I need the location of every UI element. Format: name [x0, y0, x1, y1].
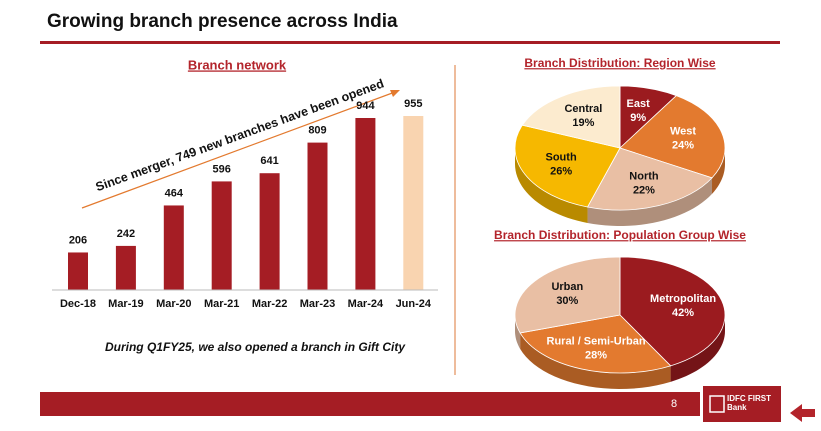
pie-side — [670, 315, 725, 382]
slice-value: 28% — [585, 349, 607, 361]
page-number: 8 — [671, 398, 677, 410]
slice-value: 22% — [633, 185, 655, 197]
trend-arrow — [81, 91, 396, 209]
bar — [68, 252, 88, 290]
slice-value: 42% — [672, 307, 694, 319]
slice-value: 26% — [550, 165, 572, 177]
pie-slice — [586, 147, 713, 211]
x-tick-label: Mar-20 — [156, 298, 191, 310]
chart-title: Branch network — [188, 57, 287, 72]
pie-slice — [514, 256, 621, 334]
logo-box — [703, 386, 781, 422]
annotation: Since merger, 749 new branches have been… — [94, 76, 386, 194]
slice-name: Rural / Semi-Urban — [547, 335, 646, 347]
logo-wrap: IDFC FIRST Bank — [727, 394, 771, 412]
value-label: 596 — [213, 163, 231, 175]
pie-side — [587, 177, 713, 226]
back-arrow[interactable] — [790, 404, 815, 422]
x-tick-label: Mar-21 — [204, 298, 239, 310]
bar — [115, 245, 136, 290]
slice-name: East — [627, 98, 651, 110]
chart-title: Branch Distribution: Population Group Wi… — [494, 228, 746, 242]
slice-name: Metropolitan — [650, 293, 716, 305]
slice-name: South — [546, 151, 577, 163]
pie-side — [520, 332, 671, 389]
footer-band — [40, 392, 700, 416]
logo-icon — [709, 395, 725, 413]
slice-value: 19% — [572, 117, 594, 129]
value-label: 242 — [117, 228, 135, 240]
bar — [307, 142, 328, 290]
pie-slice — [619, 256, 726, 367]
bar — [211, 181, 232, 290]
value-label: 641 — [260, 155, 278, 167]
value-label: 464 — [165, 187, 184, 199]
slice-value: 24% — [672, 139, 694, 151]
slice-name: North — [629, 171, 659, 183]
pie-slice — [521, 85, 621, 149]
value-label: 206 — [69, 234, 87, 246]
slice-value: 9% — [630, 112, 646, 124]
note: During Q1FY25, we also opened a branch i… — [105, 340, 406, 354]
pie-slice — [519, 314, 672, 374]
slice-value: 30% — [556, 295, 578, 307]
x-tick-label: Jun-24 — [396, 298, 432, 310]
value-label: 955 — [404, 98, 422, 110]
bar — [355, 118, 376, 291]
trend-arrowhead — [390, 90, 400, 97]
slice-name: Urban — [551, 281, 583, 293]
logo-text: IDFC FIRST Bank — [727, 394, 771, 412]
pie-slice — [514, 124, 621, 208]
pie-slice — [619, 95, 726, 179]
value-label: 809 — [308, 125, 326, 137]
x-tick-label: Mar-23 — [300, 298, 335, 310]
bar — [259, 173, 280, 290]
x-tick-label: Mar-24 — [348, 298, 384, 310]
pie-side — [515, 315, 521, 349]
slice-name: Central — [564, 103, 602, 115]
pie-side — [515, 148, 588, 223]
slice-name: West — [670, 125, 696, 137]
pie-side — [712, 148, 725, 194]
value-label: 944 — [356, 100, 375, 112]
x-tick-label: Mar-19 — [108, 298, 143, 310]
bar — [403, 116, 424, 290]
title-rule — [40, 41, 780, 44]
x-tick-label: Mar-22 — [252, 298, 287, 310]
chart-title: Branch Distribution: Region Wise — [524, 56, 716, 70]
slide-title: Growing branch presence across India — [47, 11, 398, 32]
x-tick-label: Dec-18 — [60, 298, 96, 310]
bar — [163, 205, 184, 290]
